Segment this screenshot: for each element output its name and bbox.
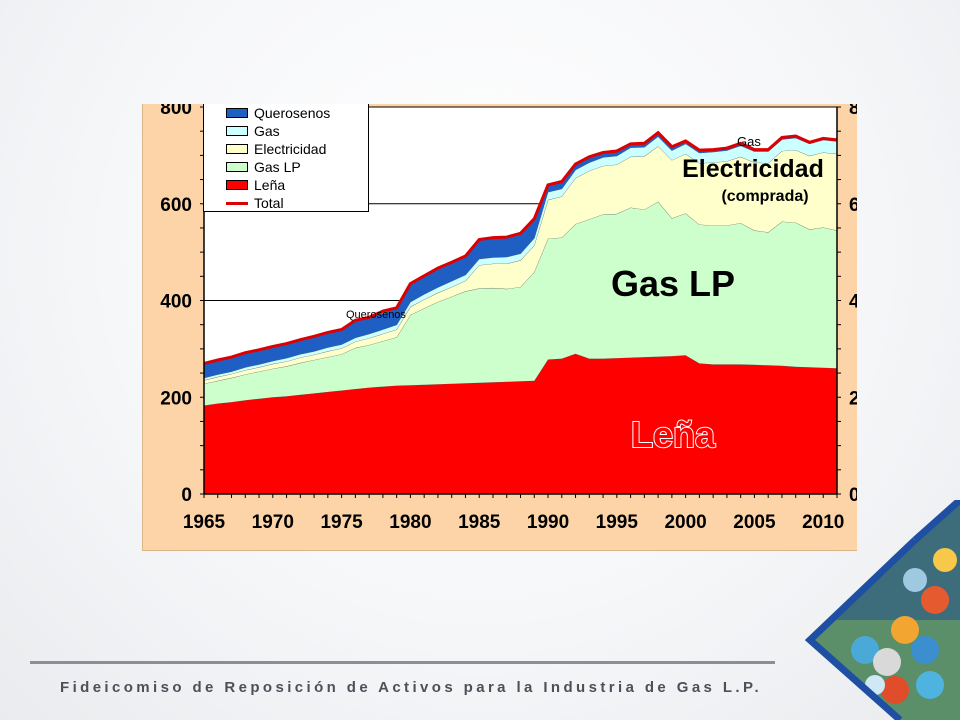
- legend-item: Gas LP: [226, 158, 301, 176]
- legend-label: Gas: [254, 123, 280, 139]
- area-gas-lp: [204, 201, 837, 406]
- gas-cylinders-decorative-image: [805, 500, 960, 720]
- y-tick-label: 400: [160, 292, 192, 313]
- x-tick-label: 2000: [664, 512, 706, 533]
- x-tick-label: 2005: [733, 512, 776, 533]
- legend-item: Leña: [226, 176, 285, 194]
- area-querosenos: [204, 132, 837, 378]
- y-tick-label-right: 0: [849, 485, 857, 506]
- legend: Querosenos Gas Electricidad Gas LP Leña Total: [203, 104, 369, 212]
- y-tick-label-right: 800: [849, 104, 857, 119]
- total-line-series: [203, 130, 838, 365]
- lena-label: Leña: [631, 414, 716, 455]
- x-tick-label: 1995: [596, 512, 639, 533]
- x-tick-label: 1970: [252, 512, 294, 533]
- legend-label: Electricidad: [254, 141, 327, 157]
- x-tick-label: 1975: [320, 512, 363, 533]
- x-tick-label: 1965: [183, 512, 226, 533]
- area-series: [203, 132, 838, 494]
- legend-swatch: [226, 144, 248, 154]
- electricidad-label: Electricidad: [682, 155, 824, 183]
- y-tick-labels: 0 0 200 200 400 400 600 600 800 800: [160, 104, 857, 506]
- area-gas: [204, 136, 837, 381]
- legend-swatch: [226, 180, 248, 190]
- footer-organization-text: Fideicomiso de Reposición de Activos par…: [60, 679, 763, 696]
- gas-lp-label: Gas LP: [611, 263, 735, 304]
- x-tick-label: 1985: [458, 512, 501, 533]
- series-total-line: [203, 130, 838, 365]
- y-tick-label-right: 400: [849, 292, 857, 313]
- x-tick-labels: 1965 1970 1975 1980 1985 1990 1995 2000 2005 2010: [183, 512, 845, 533]
- y-tick-label-right: 200: [849, 388, 857, 409]
- legend-label: Gas LP: [254, 159, 301, 175]
- y-tick-label: 200: [160, 388, 192, 409]
- y-tick-label: 800: [160, 104, 192, 119]
- legend-label: Total: [254, 195, 284, 211]
- chart: 00200200400400600600800800 1965197019751…: [142, 104, 857, 551]
- x-tick-label: 1990: [527, 512, 569, 533]
- x-tick-label: 2010: [802, 512, 844, 533]
- chart-canvas: 00200200400400600600800800 1965197019751…: [160, 104, 857, 533]
- legend-swatch: [226, 108, 248, 118]
- axes: [200, 106, 841, 498]
- y-tick-label-right: 600: [849, 195, 857, 216]
- footer-divider: [30, 661, 775, 664]
- legend-item: Electricidad: [226, 140, 326, 158]
- area-le-a: [204, 353, 837, 494]
- legend-item: Gas: [226, 122, 280, 140]
- legend-label: Querosenos: [254, 105, 331, 121]
- legend-swatch: [226, 162, 248, 172]
- legend-line-swatch: [226, 201, 248, 205]
- gas-area-label: Gas: [737, 134, 761, 149]
- area-electricidad: [204, 146, 837, 384]
- comprada-label: (comprada): [721, 188, 808, 205]
- legend-item: Querosenos: [226, 104, 330, 122]
- x-tick-label: 1980: [389, 512, 431, 533]
- y-tick-label: 0: [181, 485, 192, 506]
- legend-item: Total: [226, 194, 284, 212]
- y-tick-label: 600: [160, 195, 192, 216]
- legend-label: Leña: [254, 177, 286, 193]
- querosenos-area-label: Querosenos: [346, 309, 406, 321]
- legend-swatch: [226, 126, 248, 136]
